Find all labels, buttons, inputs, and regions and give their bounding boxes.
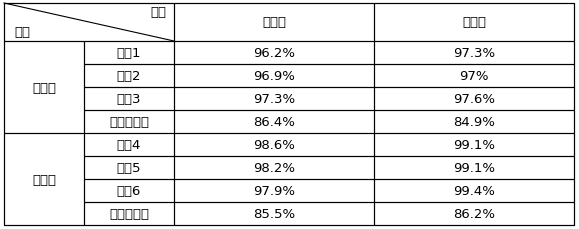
Text: 单导联: 单导联 bbox=[32, 81, 56, 94]
Bar bbox=[4, 42, 84, 134]
Text: 99.1%: 99.1% bbox=[453, 161, 495, 174]
Text: 97%: 97% bbox=[459, 70, 489, 83]
Text: 实例5: 实例5 bbox=[117, 161, 141, 174]
Text: 97.3%: 97.3% bbox=[253, 93, 295, 106]
Bar bbox=[174, 156, 374, 179]
Bar bbox=[174, 42, 374, 65]
Text: 98.2%: 98.2% bbox=[253, 161, 295, 174]
Text: 84.9%: 84.9% bbox=[453, 115, 495, 128]
Bar bbox=[374, 42, 574, 65]
Text: 方法: 方法 bbox=[14, 26, 30, 39]
Text: 96.2%: 96.2% bbox=[253, 47, 295, 60]
Bar bbox=[374, 88, 574, 111]
Text: 97.9%: 97.9% bbox=[253, 184, 295, 197]
Bar bbox=[4, 4, 174, 42]
Text: 99.4%: 99.4% bbox=[453, 184, 495, 197]
Text: 传统测量法: 传统测量法 bbox=[109, 207, 149, 220]
Bar bbox=[84, 134, 174, 156]
Text: 实例6: 实例6 bbox=[117, 184, 141, 197]
Text: 实例1: 实例1 bbox=[117, 47, 141, 60]
Bar bbox=[374, 111, 574, 134]
Text: 86.4%: 86.4% bbox=[253, 115, 295, 128]
Bar bbox=[174, 179, 374, 202]
Text: 敏感度: 敏感度 bbox=[262, 16, 286, 29]
Text: 实例2: 实例2 bbox=[117, 70, 141, 83]
Text: 97.6%: 97.6% bbox=[453, 93, 495, 106]
Bar bbox=[174, 202, 374, 225]
Bar bbox=[84, 42, 174, 65]
Bar bbox=[174, 65, 374, 88]
Bar bbox=[84, 111, 174, 134]
Text: 多导联: 多导联 bbox=[32, 173, 56, 186]
Bar bbox=[374, 65, 574, 88]
Bar bbox=[174, 111, 374, 134]
Bar bbox=[4, 134, 84, 225]
Bar bbox=[174, 134, 374, 156]
Text: 97.3%: 97.3% bbox=[453, 47, 495, 60]
Bar bbox=[174, 4, 374, 42]
Bar bbox=[84, 156, 174, 179]
Text: 86.2%: 86.2% bbox=[453, 207, 495, 220]
Bar bbox=[84, 179, 174, 202]
Text: 96.9%: 96.9% bbox=[253, 70, 295, 83]
Bar bbox=[374, 179, 574, 202]
Bar bbox=[84, 88, 174, 111]
Text: 98.6%: 98.6% bbox=[253, 138, 295, 151]
Text: 实例4: 实例4 bbox=[117, 138, 141, 151]
Bar bbox=[174, 88, 374, 111]
Text: 99.1%: 99.1% bbox=[453, 138, 495, 151]
Bar bbox=[374, 202, 574, 225]
Text: 特异度: 特异度 bbox=[462, 16, 486, 29]
Bar bbox=[374, 4, 574, 42]
Bar bbox=[84, 202, 174, 225]
Text: 结果: 结果 bbox=[150, 6, 166, 19]
Bar bbox=[374, 134, 574, 156]
Bar bbox=[84, 65, 174, 88]
Text: 85.5%: 85.5% bbox=[253, 207, 295, 220]
Text: 实例3: 实例3 bbox=[117, 93, 141, 106]
Text: 传统测量法: 传统测量法 bbox=[109, 115, 149, 128]
Bar bbox=[374, 156, 574, 179]
